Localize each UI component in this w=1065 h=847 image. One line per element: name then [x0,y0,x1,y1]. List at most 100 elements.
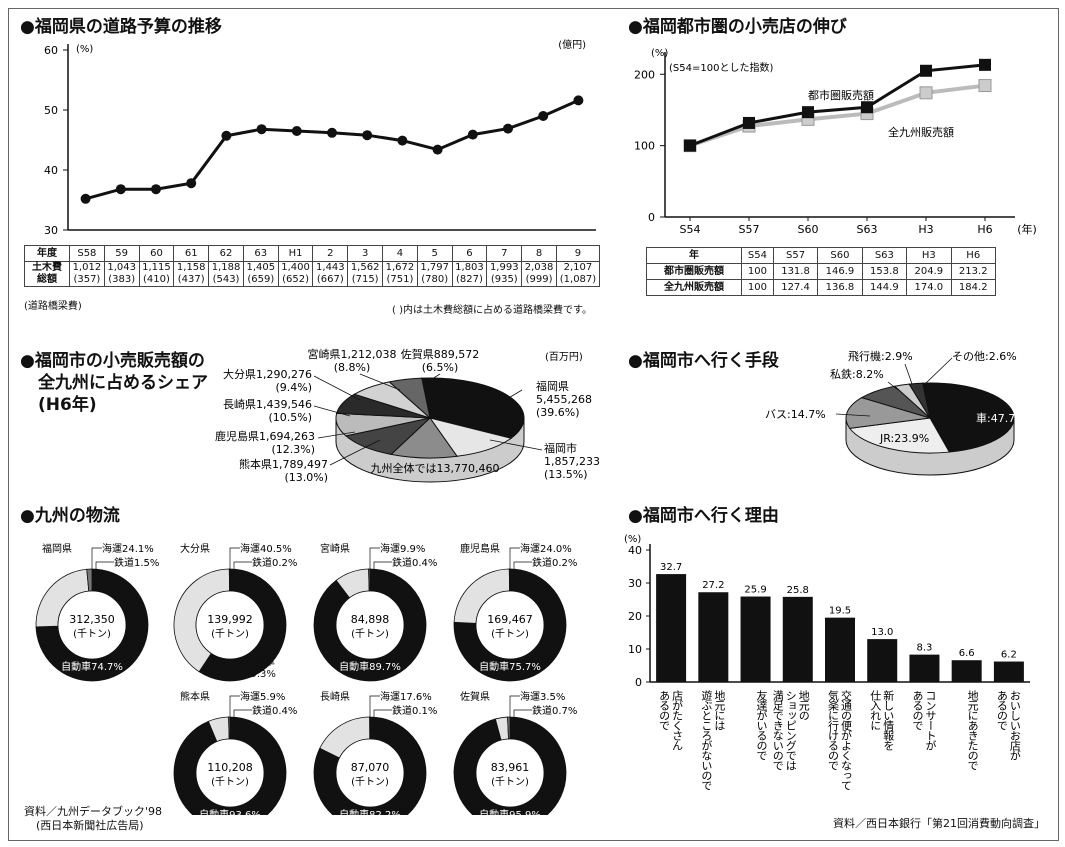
donut-unit: (千トン) [491,628,529,640]
x-category-label: 店がたくさん [671,689,684,750]
donut-rail-segment [368,568,371,592]
series-metro-line [689,63,986,148]
y-tick-label: 30 [44,224,58,237]
table-cell: 213.2 [950,263,996,280]
donut-leader [229,695,240,719]
donut-rail-label: 鉄道0.2% [252,556,297,569]
bar-value-label: 6.2 [1001,650,1017,661]
donut-pref-label: 福岡県 [42,542,72,555]
source-left-1: 資料／九州データブック'98 [24,805,163,818]
donut-sea-label: 海運17.6% [380,690,432,703]
data-point [115,184,126,195]
donut-leader [233,561,252,571]
transport-pie-slice [922,382,1015,453]
pie-leader [835,413,871,417]
x-unit: (年) [1017,222,1037,236]
table-row: 都市圏販売額 100 131.8 146.9 153.8 204.9 213.2 [646,263,996,280]
donut-leader [233,709,252,719]
donut-sea-label: 海運9.9% [380,542,425,555]
donut-total: 312,350 [69,613,115,626]
reasons-bar-chart: (%)40302010032.7店がたくさんあるので27.2地元には遊ぶところが… [624,534,1030,790]
table-cell: H3 [906,247,952,264]
bar-value-label: 27.2 [702,580,724,591]
retail-share-title-2: 全九州に占めるシェア [38,373,208,393]
data-point [467,129,478,140]
donut-road-label: 自動車82.2% [339,808,401,815]
donut-road-label: 自動車74.7% [61,660,123,673]
bar-value-label: 25.8 [787,585,809,596]
donut-road-label: 自動車89.7% [339,660,401,673]
donut-leader [373,561,392,571]
x-category-label: あるので [995,690,1008,730]
y-tick-label: 50 [44,104,58,117]
data-point [503,123,513,134]
series-metro-point [861,101,873,114]
x-category-label: 友達がいるので [755,689,768,760]
pie-label: 1,857,233 [544,455,600,468]
pie-leader [317,431,356,439]
series-metro-point [684,139,696,152]
donut-hole [335,590,405,660]
source-left-2: (西日本新聞社広告局) [36,819,144,832]
retail-growth-table: 年 S54 S57 S60 S63 H3 H6 都市圏販売額 100 131.8 146.9 153.… [646,247,996,296]
bar-value-label: 19.5 [829,606,851,617]
donut-sea-label: 海運24.0% [520,542,572,555]
table-cell: 1,043 (383) [103,261,140,287]
pie-label: 5,455,268 [536,393,592,406]
table-cell: S57 [772,247,819,264]
bar [740,596,771,682]
x-category-label: 地元には [713,690,726,731]
donut-leader [509,695,520,719]
donut-total: 87,070 [351,761,390,774]
x-tick-label: S63 [857,223,878,236]
pie-label: (8.8%) [334,361,371,374]
table-cell: 9 [555,245,601,262]
donut-unit: (千トン) [491,776,529,788]
pie-center-label: 九州全体では13,770,460 [371,461,500,475]
transport-title: ●福岡市へ行く手段 [628,351,779,371]
y-tick-label: 40 [44,164,58,177]
donut-leader [373,709,392,719]
pie-label: 私鉄:8.2% [830,367,884,381]
transport-pie-slice [845,397,931,429]
x-category-label: 地元の [797,690,810,721]
share-pie-slice [421,377,525,439]
table-cell: S58 [69,245,105,262]
table-cell: 8 [521,245,557,262]
donut-leader [369,547,380,571]
donut-sea-label: 海運40.5% [240,542,292,555]
row-header: 都市圏販売額 [646,263,742,280]
table-cell: S60 [817,247,863,264]
bar-value-label: 8.3 [916,643,932,654]
y-tick-label: 0 [635,676,642,689]
road-note-left: (道路橋梁費) [24,301,82,312]
y-unit: (%) [624,534,641,545]
pie-label: (13.0%) [284,471,328,484]
transport-pie-slice [848,417,951,454]
pie-leader [489,439,543,451]
row-header: 年 [646,247,742,264]
y-tick-label: 200 [634,68,655,81]
retail-growth-title: ●福岡都市圏の小売店の伸び [628,17,847,37]
table-cell: 3 [347,245,384,262]
table-cell: 144.9 [861,279,908,296]
pie-leader [313,405,351,417]
table-cell: 7 [486,245,523,262]
y-tick-label: 0 [648,211,655,224]
pie-label: 鹿児島県1,694,263 [215,429,315,443]
y-tick-label: 20 [628,610,642,623]
pie-label: (9.4%) [275,381,312,394]
data-point [291,126,302,136]
x-category-label: コンサートが [924,690,937,751]
pie-label: 佐賀県889,572 [401,347,480,361]
donut-rail-label: 鉄道1.5% [114,556,159,569]
bar-value-label: 13.0 [871,627,893,638]
donut-leader [509,547,520,571]
y-tick-label: 40 [628,544,642,557]
bar [993,661,1024,682]
table-cell: 100 [741,279,774,296]
pie-label: 長崎県1,439,546 [223,397,312,411]
x-tick-label: H6 [977,223,992,236]
donut-road-label: 自動車 [245,655,275,668]
table-cell: 60 [138,245,175,262]
